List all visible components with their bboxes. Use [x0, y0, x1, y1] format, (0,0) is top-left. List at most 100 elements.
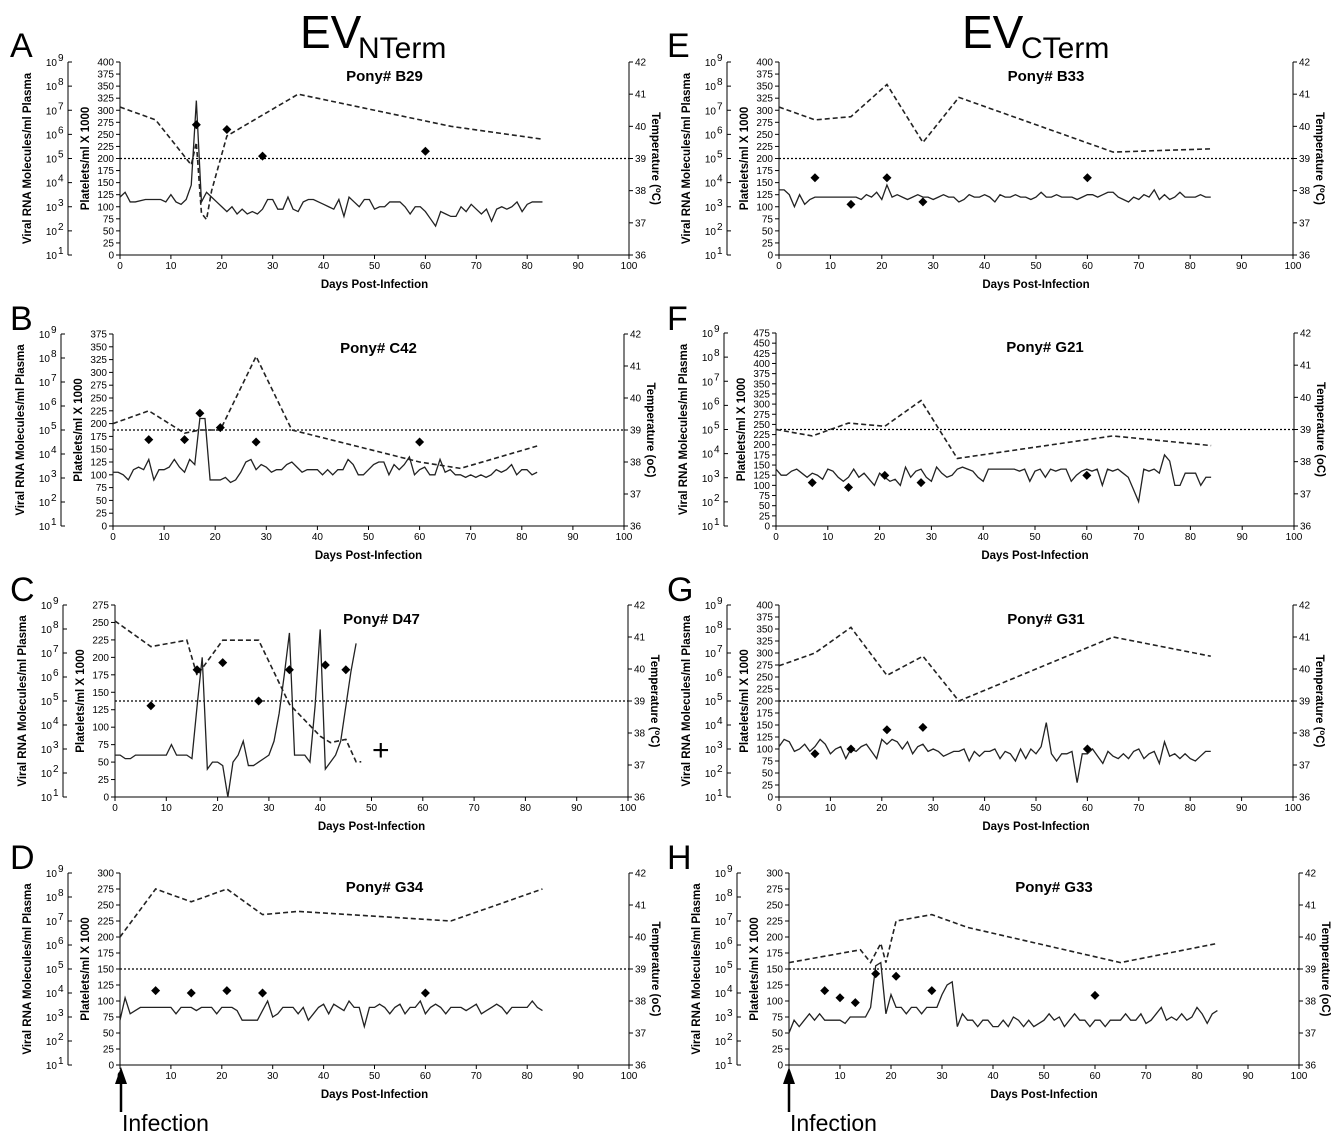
temperature-tick-label: 39 — [1305, 965, 1317, 976]
viral-tick-exponent: 5 — [727, 960, 733, 971]
x-tick-label: 60 — [1082, 261, 1094, 272]
viral-tick-exponent: 7 — [58, 912, 64, 923]
viral-load-marker — [891, 971, 901, 981]
platelet-tick-label: 0 — [767, 793, 773, 804]
platelet-tick-label: 225 — [97, 142, 114, 153]
x-tick-label: 20 — [210, 532, 222, 543]
temperature-tick-label: 40 — [1299, 122, 1311, 133]
viral-tick-exponent: 7 — [717, 101, 723, 112]
viral-axis-title: Viral RNA Molecules/ml Plasma — [22, 883, 34, 1055]
viral-tick-label: 10 — [39, 474, 51, 485]
platelet-tick-label: 200 — [766, 933, 783, 944]
x-tick-label: 80 — [1191, 1071, 1203, 1082]
pony-title: Pony# B29 — [346, 68, 423, 85]
viral-tick-exponent: 6 — [58, 936, 64, 947]
platelet-tick-label: 300 — [97, 106, 114, 117]
platelet-tick-label: 250 — [97, 901, 114, 912]
temperature-axis-title: Temperature (oC) — [1319, 922, 1331, 1017]
viral-tick-label: 10 — [39, 354, 51, 365]
infection-annotation-right: Infection — [783, 1067, 877, 1134]
platelet-tick-label: 400 — [756, 58, 773, 69]
platelet-tick-label: 25 — [762, 781, 774, 792]
viral-tick-label: 10 — [702, 329, 714, 340]
viral-tick-label: 10 — [39, 450, 51, 461]
viral-tick-exponent: 4 — [53, 716, 59, 727]
platelet-tick-label: 100 — [97, 202, 114, 213]
platelet-tick-label: 125 — [97, 190, 114, 201]
viral-tick-label: 10 — [705, 58, 717, 69]
viral-tick-exponent: 8 — [727, 888, 733, 899]
viral-load-marker — [820, 986, 830, 996]
viral-axis-title: Viral RNA Molecules/ml Plasma — [22, 72, 34, 244]
platelet-tick-label: 25 — [759, 511, 771, 522]
viral-load-marker — [284, 665, 294, 675]
platelet-tick-label: 250 — [753, 420, 770, 431]
platelet-tick-label: 275 — [90, 381, 107, 392]
platelet-tick-label: 175 — [756, 709, 773, 720]
viral-tick-exponent: 2 — [58, 1032, 64, 1043]
temperature-tick-label: 41 — [634, 633, 646, 644]
temperature-axis-title: Temperature (oC) — [1314, 382, 1326, 477]
viral-load-marker — [918, 722, 928, 732]
chart-panel-b: B0 10 20 30 40 50 60 70 80 90 10002550751001251501… — [10, 300, 656, 562]
platelet-tick-label: 150 — [756, 178, 773, 189]
temperature-tick-label: 37 — [1299, 218, 1311, 229]
temperature-series-line — [788, 913, 1218, 965]
x-axis-title: Days Post-Infection — [982, 821, 1089, 833]
temperature-axis-title: Temperature (oC) — [1313, 112, 1328, 205]
temperature-tick-label: 39 — [634, 697, 646, 708]
temperature-tick-label: 42 — [1300, 329, 1312, 340]
platelet-tick-label: 75 — [759, 491, 771, 502]
x-tick-label: 100 — [621, 1071, 638, 1082]
viral-tick-exponent: 2 — [714, 493, 720, 504]
panel-letter: G — [667, 571, 693, 609]
viral-load-marker — [251, 437, 261, 447]
x-tick-label: 70 — [471, 261, 483, 272]
temperature-axis-title: Temperature (oC) — [649, 922, 661, 1017]
viral-tick-exponent: 5 — [51, 421, 57, 432]
infection-arrow-head — [783, 1067, 795, 1084]
viral-tick-label: 10 — [41, 721, 53, 732]
column-title-left: EV NTerm — [300, 6, 446, 65]
viral-tick-label: 10 — [705, 769, 717, 780]
platelet-tick-label: 400 — [756, 601, 773, 612]
viral-tick-label: 10 — [702, 450, 714, 461]
platelet-tick-label: 200 — [92, 653, 109, 664]
viral-tick-exponent: 1 — [51, 517, 57, 528]
viral-tick-label: 10 — [41, 625, 53, 636]
platelet-tick-label: 100 — [753, 481, 770, 492]
viral-load-marker — [810, 749, 820, 759]
temperature-tick-label: 40 — [630, 394, 642, 405]
platelet-tick-label: 125 — [756, 733, 773, 744]
x-tick-label: 50 — [1030, 261, 1042, 272]
viral-tick-label: 10 — [41, 697, 53, 708]
viral-tick-exponent: 8 — [51, 349, 57, 360]
platelet-tick-label: 200 — [97, 933, 114, 944]
column-title-sub: NTerm — [358, 32, 446, 65]
viral-tick-label: 10 — [705, 82, 717, 93]
viral-tick-label: 10 — [705, 155, 717, 166]
x-tick-label: 40 — [987, 1071, 999, 1082]
platelet-tick-label: 0 — [103, 793, 109, 804]
viral-tick-exponent: 4 — [727, 984, 733, 995]
temperature-tick-label: 37 — [1305, 1029, 1317, 1040]
x-axis-title: Days Post-Infection — [321, 279, 428, 291]
platelet-tick-label: 75 — [762, 757, 774, 768]
viral-tick-label: 10 — [705, 721, 717, 732]
panel-letter: F — [667, 300, 688, 338]
x-tick-label: 40 — [312, 532, 324, 543]
viral-tick-exponent: 7 — [58, 101, 64, 112]
x-tick-label: 90 — [573, 261, 585, 272]
platelet-tick-label: 300 — [766, 869, 783, 880]
platelet-tick-label: 300 — [753, 400, 770, 411]
viral-load-marker — [191, 120, 201, 130]
infection-label: Infection — [122, 1110, 209, 1134]
x-tick-label: 0 — [117, 261, 123, 272]
viral-tick-exponent: 8 — [53, 620, 59, 631]
temperature-tick-label: 38 — [634, 729, 646, 740]
x-tick-label: 100 — [1285, 261, 1302, 272]
pony-title: Pony# C42 — [340, 340, 417, 357]
temperature-series-line — [119, 93, 543, 222]
platelet-tick-label: 25 — [103, 1045, 115, 1056]
platelet-tick-label: 0 — [767, 251, 773, 262]
